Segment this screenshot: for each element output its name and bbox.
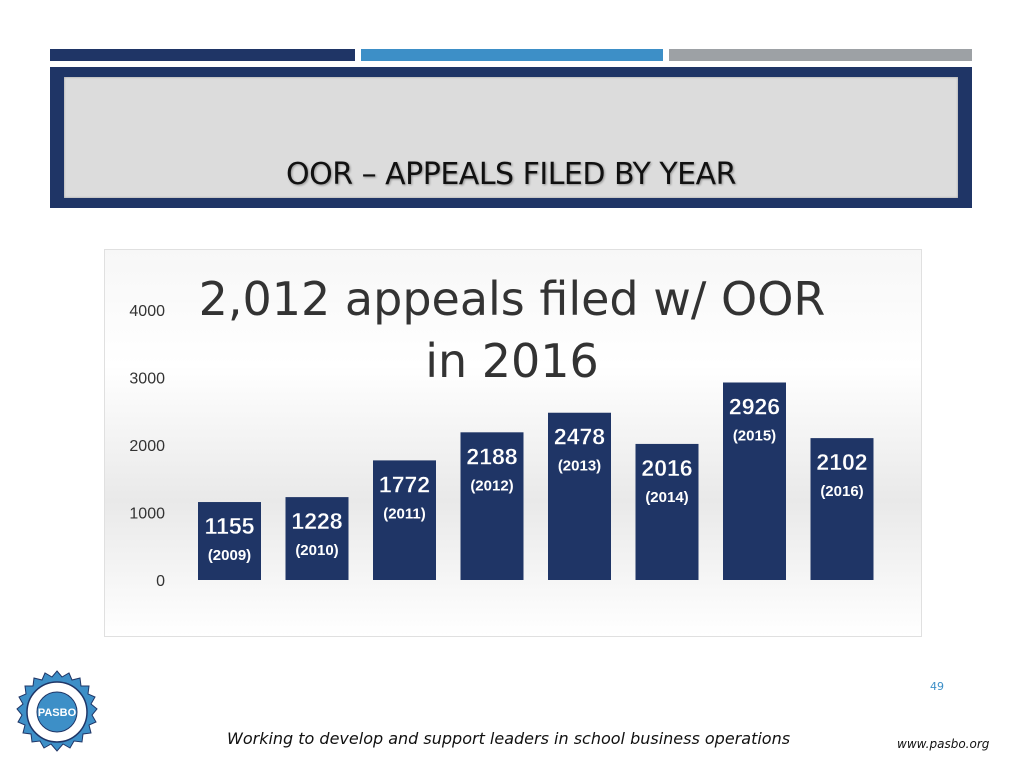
logo-text: PASBO (38, 707, 77, 719)
bar-category-label: (2010) (295, 542, 338, 559)
bar (460, 432, 524, 580)
bar-category-label: (2015) (733, 427, 776, 444)
bar (373, 460, 436, 580)
bar (285, 497, 349, 580)
chart-headline: 2,012 appeals filed w/ OOR in 2016 (0, 268, 1024, 392)
header-stripe-dark (50, 49, 355, 61)
slide-title: OOR – APPEALS FILED BY YEAR (286, 157, 736, 192)
title-band: OOR – APPEALS FILED BY YEAR (50, 67, 972, 208)
y-tick-label: 0 (156, 573, 165, 590)
bar (198, 502, 261, 580)
y-tick-label: 3000 (129, 371, 165, 388)
footer-url[interactable]: www.pasbo.org (897, 737, 990, 751)
bar (723, 382, 786, 580)
bar-category-label: (2013) (558, 458, 601, 475)
pasbo-logo: PASBO (16, 670, 98, 752)
y-tick-label: 4000 (129, 303, 165, 320)
bar-value-label: 1228 (291, 508, 342, 534)
bar (810, 438, 874, 580)
bar-value-label: 1772 (379, 471, 430, 497)
bar (548, 412, 611, 580)
header-stripe-blue (361, 49, 663, 61)
bar-category-label: (2012) (470, 477, 513, 494)
title-panel: OOR – APPEALS FILED BY YEAR (64, 77, 958, 198)
bar-value-label: 2478 (554, 424, 605, 450)
bar-value-label: 2016 (641, 455, 692, 481)
bar-value-label: 2102 (816, 449, 867, 475)
bar-category-label: (2011) (383, 505, 426, 522)
y-tick-label: 1000 (129, 506, 165, 523)
footer-tagline: Working to develop and support leaders i… (227, 729, 791, 748)
bar-category-label: (2014) (645, 489, 688, 506)
page-number: 49 (930, 680, 944, 693)
bar-category-label: (2016) (820, 483, 863, 500)
bar-value-label: 1155 (205, 513, 255, 539)
header-stripe-gray (669, 49, 972, 61)
bar (635, 443, 699, 580)
chart-title: 2,012 appeals filed w/ OOR (198, 272, 826, 326)
y-tick-label: 2000 (129, 438, 165, 455)
bar-value-label: 2926 (729, 393, 780, 419)
bar-value-label: 2188 (466, 443, 517, 469)
chart-title-line2: in 2016 (425, 334, 599, 388)
bar-category-label: (2009) (208, 547, 251, 564)
